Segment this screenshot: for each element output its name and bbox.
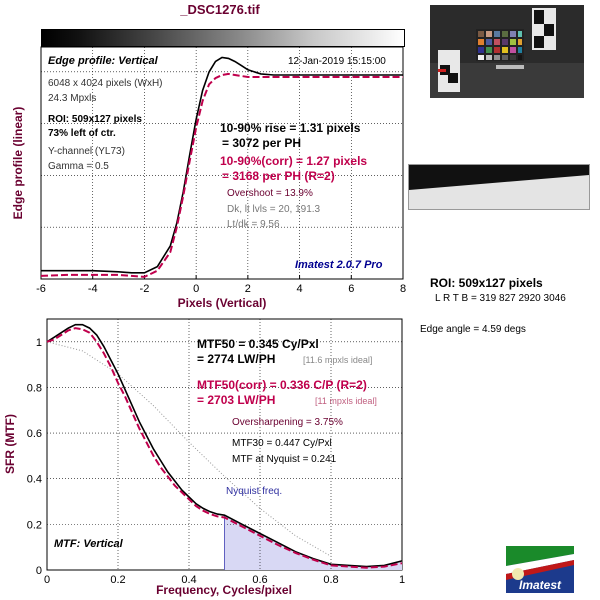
edge-tick-label-x: 6 [348, 283, 354, 295]
nyquist-region [224, 515, 402, 570]
mtf-y-label: SFR (MTF) [3, 414, 17, 474]
mtf30-text: MTF30 = 0.447 Cy/Pxl [232, 438, 332, 449]
edge-roi-image [408, 164, 590, 210]
edge-plot-frame [40, 46, 404, 280]
roi-coordinates: L R T B = 319 827 2920 3046 [435, 293, 566, 304]
mtf-tick-label-y: 0.8 [27, 382, 42, 394]
overshoot-text: Overshoot = 13.9% [227, 188, 313, 199]
edge-series-measured [41, 56, 403, 274]
mtf-tick-label-y: 1 [36, 337, 42, 349]
nyquist-label: Nyquist freq. [226, 486, 282, 497]
edge-x-label: Pixels (Vertical) [178, 296, 267, 310]
mtf50-text: MTF50 = 0.345 Cy/Pxl [197, 337, 319, 351]
mtf-series-corrected [46, 327, 403, 569]
mtf-series-measured [46, 323, 403, 568]
mtf-tick-label-y: 0.4 [27, 474, 42, 486]
mtf-tick-label-x: 1 [399, 574, 405, 586]
chart-thumbnail [430, 5, 584, 98]
mtf-series-ideal [46, 341, 332, 557]
roi-size-label: ROI: 509x127 pixels [430, 276, 543, 290]
oversharpening-text: Oversharpening = 3.75% [232, 417, 343, 428]
mtf50-ideal-text: [11.6 mpxls ideal] [303, 355, 372, 365]
mtf-tick-label-x: 0.6 [252, 574, 267, 586]
mtf-heading: MTF: Vertical [54, 538, 124, 550]
mtf50-corr-lwph-text: = 2703 LW/PH [197, 393, 275, 407]
version-text: Imatest 2.0.7 Pro [295, 259, 383, 271]
edge-y-label: Edge profile (linear) [11, 107, 25, 220]
edge-tick-label-x: 8 [400, 283, 406, 295]
edge-tick-label-x: -4 [88, 283, 98, 295]
edge-tick-label-x: -2 [140, 283, 150, 295]
mtf-tick-labels: 0 0.2 0.4 0.6 0.8 1 0 0.2 0.4 0.6 0.8 1 [27, 337, 405, 586]
roi-position-text: 73% left of ctr. [48, 128, 116, 139]
mtf-tick-label-x: 0 [44, 574, 50, 586]
imatest-logo: Imatest [506, 546, 574, 593]
file-title: _DSC1276.tif [180, 2, 260, 17]
logo-text: Imatest [519, 578, 562, 592]
image-size-text: 6048 x 4024 pixels (WxH) [48, 78, 163, 89]
edge-tick-label-x: 0 [193, 283, 199, 295]
edge-heading: Edge profile: Vertical [48, 55, 159, 67]
edge-tick-label-x: 2 [245, 283, 251, 295]
edge-series-corrected [40, 72, 403, 278]
channel-text: Y-channel (YL73) [48, 146, 125, 157]
rise-text: 10-90% rise = 1.31 pixels [220, 121, 361, 135]
edge-angle-text: Edge angle = 4.59 degs [420, 324, 526, 335]
mtf50-lwph-text: = 2774 LW/PH [197, 352, 275, 366]
mtf-tick-label-x: 0.4 [181, 574, 196, 586]
mtf-tick-label-y: 0 [36, 565, 42, 577]
edge-tick-label-x: 4 [297, 283, 303, 295]
edge-grid [40, 47, 404, 279]
color-checker [476, 29, 524, 61]
rise-per-ph-text: = 3072 per PH [222, 136, 301, 150]
mtf-nyquist-text: MTF at Nyquist = 0.241 [232, 454, 337, 465]
edge-tick-label-x: -6 [36, 283, 46, 295]
edge-tick-labels: -6 -4 -2 0 2 4 6 8 [36, 283, 406, 295]
gamma-text: Gamma = 0.5 [48, 161, 109, 172]
rise-corr-text: 10-90%(corr) = 1.27 pixels [220, 154, 367, 168]
levels-text: Dk, lt lvls = 20, 191.3 [227, 204, 321, 215]
edge-timestamp: 12-Jan-2019 15:15:00 [288, 56, 386, 67]
edge-profile-chart: -6 -4 -2 0 2 4 6 8 Edge profile: Vertical 12-Ja… [11, 46, 406, 310]
mtf-x-label: Frequency, Cycles/pixel [156, 583, 292, 597]
mtf50-corr-text: MTF50(corr) = 0.336 C/P (R=2) [197, 378, 367, 392]
mtf-tick-label-y: 0.6 [27, 428, 42, 440]
mtf-tick-label-x: 0.8 [323, 574, 338, 586]
light-dark-text: Lt/dk = 9.56 [227, 219, 280, 230]
mtf50-corr-ideal-text: [11 mpxls ideal] [315, 396, 377, 406]
mtf-tick-label-x: 0.2 [110, 574, 125, 586]
rise-corr-per-ph-text: = 3168 per PH (R=2) [222, 169, 335, 183]
mtf-tick-label-y: 0.2 [27, 519, 42, 531]
mtf-chart: 0 0.2 0.4 0.6 0.8 1 0 0.2 0.4 0.6 0.8 1 MTF50 = 0.3… [3, 318, 405, 597]
roi-text: ROI: 509x127 pixels [48, 114, 142, 125]
megapixels-text: 24.3 Mpxls [48, 93, 96, 104]
